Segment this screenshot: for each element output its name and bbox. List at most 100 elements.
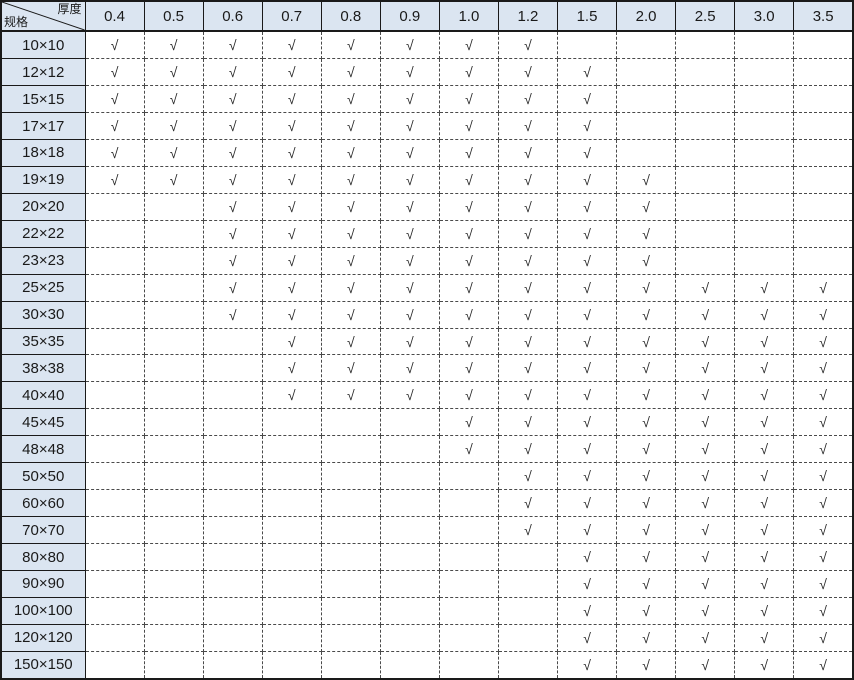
check-cell: √	[675, 489, 736, 518]
empty-cell	[143, 246, 204, 275]
check-cell: √	[675, 381, 736, 410]
empty-cell	[143, 543, 204, 571]
thickness-column-header: 0.7	[261, 0, 322, 32]
check-cell: √	[556, 543, 618, 571]
empty-cell	[675, 192, 736, 221]
check-cell: √	[261, 192, 322, 221]
empty-cell	[793, 85, 854, 114]
table-row: 120×120 √ √ √ √ √	[0, 623, 854, 652]
empty-cell	[143, 408, 204, 437]
check-cell: √	[675, 543, 736, 571]
check-cell: √	[320, 273, 381, 302]
spec-row-label: 20×20	[0, 192, 86, 221]
check-cell: √	[438, 165, 499, 194]
check-cell: √	[616, 596, 677, 625]
check-cell: √	[793, 354, 854, 383]
spec-row-label: 50×50	[0, 462, 86, 491]
empty-cell	[202, 462, 263, 491]
table-row: 30×30 √ √ √ √ √ √ √ √ √ √ √	[0, 300, 854, 329]
check-cell: √	[202, 165, 263, 194]
empty-cell	[202, 354, 263, 383]
check-cell: √	[734, 354, 795, 383]
table-row: 50×50 √ √ √ √ √ √	[0, 462, 854, 491]
empty-cell	[438, 462, 499, 491]
empty-cell	[734, 138, 795, 167]
check-cell: √	[556, 300, 618, 329]
empty-cell	[143, 273, 204, 302]
spec-row-label: 90×90	[0, 569, 86, 598]
empty-cell	[143, 300, 204, 329]
check-cell: √	[556, 58, 618, 87]
empty-cell	[556, 30, 618, 60]
table-row: 17×17 √ √ √ √ √ √ √ √ √	[0, 112, 854, 140]
check-cell: √	[734, 462, 795, 491]
table-row: 10×10 √ √ √ √ √ √ √ √	[0, 30, 854, 60]
empty-cell	[84, 516, 145, 545]
spec-row-label: 35×35	[0, 327, 86, 356]
check-cell: √	[261, 273, 322, 302]
empty-cell	[261, 516, 322, 545]
empty-cell	[320, 408, 381, 437]
empty-cell	[379, 516, 440, 545]
empty-cell	[320, 623, 381, 652]
empty-cell	[202, 543, 263, 571]
check-cell: √	[320, 165, 381, 194]
empty-cell	[143, 489, 204, 518]
check-cell: √	[556, 462, 618, 491]
empty-cell	[84, 273, 145, 302]
empty-cell	[143, 381, 204, 410]
check-cell: √	[438, 246, 499, 275]
check-cell: √	[616, 192, 677, 221]
empty-cell	[84, 219, 145, 248]
check-cell: √	[793, 569, 854, 598]
check-cell: √	[616, 543, 677, 571]
check-cell: √	[616, 623, 677, 652]
empty-cell	[143, 516, 204, 545]
empty-cell	[84, 569, 145, 598]
check-cell: √	[261, 354, 322, 383]
check-cell: √	[793, 462, 854, 491]
empty-cell	[438, 596, 499, 625]
empty-cell	[675, 58, 736, 87]
empty-cell	[143, 327, 204, 356]
empty-cell	[379, 569, 440, 598]
empty-cell	[438, 650, 499, 680]
check-cell: √	[556, 138, 618, 167]
check-cell: √	[556, 165, 618, 194]
check-cell: √	[379, 138, 440, 167]
empty-cell	[84, 650, 145, 680]
table-row: 100×100 √ √ √ √ √	[0, 596, 854, 625]
spec-row-label: 80×80	[0, 543, 86, 571]
empty-cell	[438, 623, 499, 652]
thickness-column-header: 2.5	[675, 0, 736, 32]
check-cell: √	[202, 58, 263, 87]
spec-row-label: 60×60	[0, 489, 86, 518]
empty-cell	[793, 30, 854, 60]
corner-thickness-label: 厚度	[57, 2, 82, 16]
check-cell: √	[320, 30, 381, 60]
empty-cell	[497, 569, 559, 598]
check-cell: √	[734, 543, 795, 571]
spec-row-label: 25×25	[0, 273, 86, 302]
check-cell: √	[261, 381, 322, 410]
check-cell: √	[84, 138, 145, 167]
empty-cell	[793, 192, 854, 221]
check-cell: √	[497, 462, 559, 491]
spec-row-label: 30×30	[0, 300, 86, 329]
empty-cell	[84, 543, 145, 571]
empty-cell	[497, 650, 559, 680]
empty-cell	[675, 30, 736, 60]
check-cell: √	[84, 165, 145, 194]
check-cell: √	[616, 569, 677, 598]
check-cell: √	[616, 381, 677, 410]
check-cell: √	[556, 273, 618, 302]
empty-cell	[143, 623, 204, 652]
check-cell: √	[675, 327, 736, 356]
check-cell: √	[320, 381, 381, 410]
check-cell: √	[734, 300, 795, 329]
check-cell: √	[616, 435, 677, 464]
table-row: 19×19 √ √ √ √ √ √ √ √ √ √	[0, 165, 854, 194]
empty-cell	[379, 489, 440, 518]
empty-cell	[320, 596, 381, 625]
